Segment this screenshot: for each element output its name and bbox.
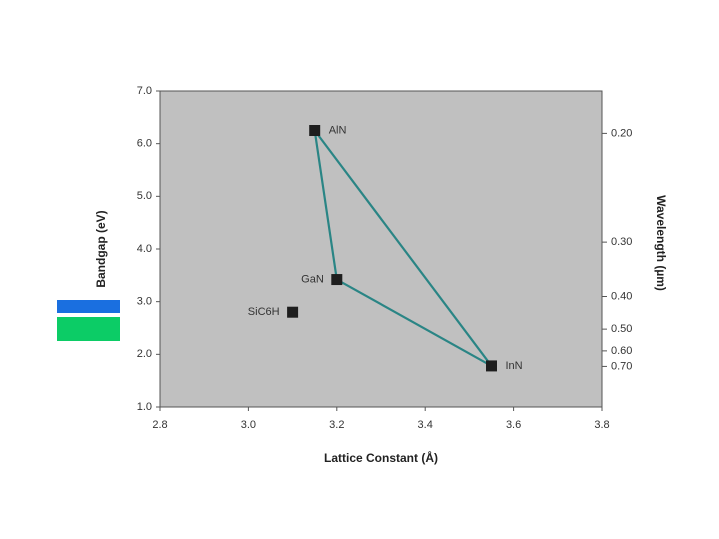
x-tick-label: 2.8: [152, 419, 167, 431]
y-tick-label: 7.0: [137, 85, 152, 97]
y-axis-title: Bandgap (eV): [94, 210, 108, 287]
marker: [486, 360, 497, 372]
x-tick-label: 3.6: [506, 419, 521, 431]
y2-tick-label: 0.70: [611, 360, 632, 372]
point-label: GaN: [301, 273, 324, 285]
x-tick-label: 3.8: [594, 419, 609, 431]
x-tick-label: 3.4: [418, 419, 433, 431]
x-tick-label: 3.2: [329, 419, 344, 431]
green-swatch: [57, 317, 120, 341]
y2-tick-label: 0.60: [611, 345, 632, 357]
y-tick-label: 2.0: [137, 348, 152, 360]
y2-tick-label: 0.40: [611, 290, 632, 302]
marker: [287, 306, 299, 318]
y2-tick-label: 0.50: [611, 323, 632, 335]
y-tick-label: 1.0: [137, 401, 152, 413]
x-tick-label: 3.0: [241, 419, 256, 431]
plot-area: [159, 90, 603, 408]
point-label: SiC6H: [248, 306, 280, 318]
y-tick-label: 4.0: [137, 243, 152, 255]
point-label: InN: [506, 360, 523, 372]
blue-swatch: [57, 300, 120, 313]
marker: [309, 125, 321, 136]
y-tick-label: 6.0: [137, 138, 152, 150]
y2-axis-title: Wavelength (µm): [654, 195, 668, 291]
point-label: AlN: [329, 124, 347, 136]
series-line: [313, 129, 493, 367]
y2-tick-label: 0.20: [611, 127, 632, 139]
y-tick-label: 3.0: [137, 296, 152, 308]
x-axis-title: Lattice Constant (Å): [324, 450, 438, 465]
y2-tick-label: 0.30: [611, 236, 632, 248]
y-tick-label: 5.0: [137, 190, 152, 202]
marker: [331, 274, 343, 286]
